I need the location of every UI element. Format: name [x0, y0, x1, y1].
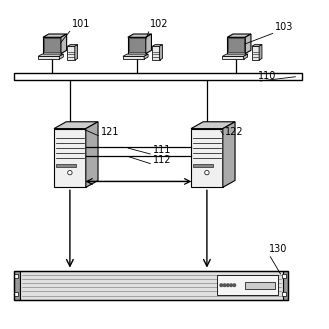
Circle shape [223, 284, 226, 287]
Polygon shape [133, 55, 141, 57]
Polygon shape [123, 54, 148, 56]
FancyBboxPatch shape [14, 270, 20, 300]
Polygon shape [86, 122, 98, 187]
Polygon shape [48, 55, 56, 57]
FancyBboxPatch shape [57, 164, 76, 167]
Polygon shape [146, 34, 151, 54]
Text: 111: 111 [153, 145, 171, 155]
Polygon shape [54, 122, 98, 129]
Polygon shape [259, 45, 262, 60]
Polygon shape [245, 34, 251, 54]
Polygon shape [123, 56, 144, 59]
FancyBboxPatch shape [283, 270, 289, 300]
Circle shape [226, 284, 229, 287]
FancyBboxPatch shape [244, 282, 275, 289]
Polygon shape [152, 46, 160, 60]
FancyBboxPatch shape [14, 292, 18, 296]
Polygon shape [223, 122, 235, 187]
Polygon shape [44, 38, 60, 52]
Text: 121: 121 [101, 127, 119, 137]
Text: 103: 103 [275, 22, 294, 32]
Text: 112: 112 [153, 155, 172, 164]
FancyBboxPatch shape [20, 270, 283, 300]
Polygon shape [252, 45, 262, 46]
Polygon shape [75, 45, 78, 60]
Polygon shape [128, 34, 151, 37]
Polygon shape [228, 38, 244, 52]
Circle shape [233, 284, 236, 287]
Polygon shape [243, 54, 248, 59]
Polygon shape [144, 54, 148, 59]
FancyBboxPatch shape [193, 164, 213, 167]
Polygon shape [160, 45, 163, 60]
Text: 110: 110 [258, 71, 276, 81]
Text: 101: 101 [71, 19, 90, 29]
Polygon shape [191, 129, 223, 187]
Polygon shape [252, 46, 259, 60]
Text: 102: 102 [150, 19, 168, 29]
FancyBboxPatch shape [282, 292, 286, 296]
Polygon shape [38, 56, 59, 59]
Polygon shape [61, 34, 67, 54]
FancyBboxPatch shape [282, 274, 286, 278]
FancyBboxPatch shape [14, 73, 301, 80]
Polygon shape [67, 46, 75, 60]
Polygon shape [232, 55, 240, 57]
Polygon shape [128, 37, 146, 54]
Circle shape [220, 284, 222, 287]
Circle shape [205, 170, 209, 175]
Polygon shape [227, 34, 251, 37]
Polygon shape [227, 37, 245, 54]
Text: 130: 130 [269, 244, 287, 254]
Polygon shape [222, 54, 248, 56]
Circle shape [68, 170, 72, 175]
Polygon shape [191, 122, 235, 129]
Polygon shape [67, 45, 78, 46]
FancyBboxPatch shape [14, 274, 18, 278]
Polygon shape [129, 38, 145, 52]
Polygon shape [43, 34, 67, 37]
Polygon shape [59, 54, 63, 59]
Polygon shape [54, 129, 86, 187]
Polygon shape [43, 37, 61, 54]
FancyBboxPatch shape [217, 275, 278, 295]
Circle shape [230, 284, 232, 287]
Polygon shape [222, 56, 243, 59]
Text: 122: 122 [225, 127, 243, 137]
Polygon shape [152, 45, 163, 46]
Polygon shape [38, 54, 63, 56]
